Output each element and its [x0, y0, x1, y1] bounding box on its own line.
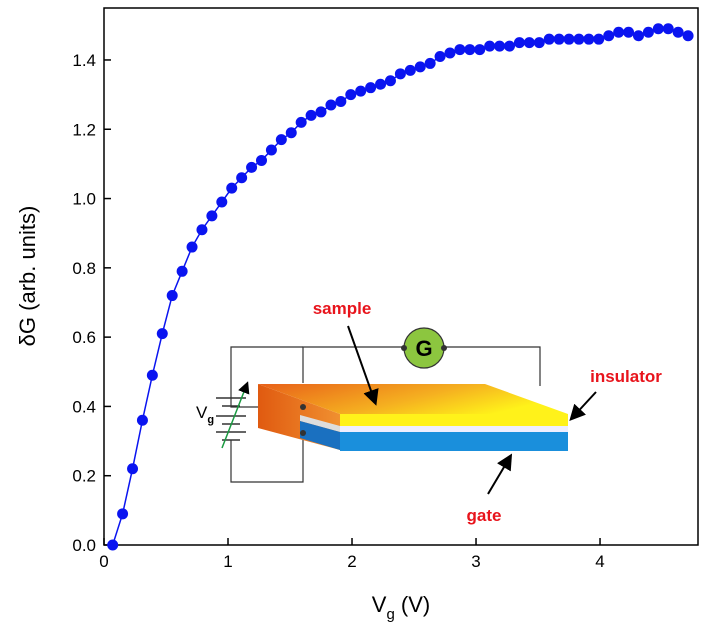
- data-point: [335, 96, 347, 108]
- y-tick-label: 0.6: [72, 328, 96, 347]
- x-tick-label: 3: [471, 552, 480, 571]
- data-point: [623, 26, 635, 38]
- data-point: [325, 99, 337, 111]
- x-tick-label: 2: [347, 552, 356, 571]
- data-point: [563, 33, 575, 45]
- data-point: [196, 224, 208, 236]
- inset-diagram: Vg G sample insulator gate: [196, 299, 662, 525]
- data-point: [523, 37, 535, 49]
- data-point: [583, 33, 595, 45]
- data-point: [642, 26, 654, 38]
- data-point: [474, 44, 486, 56]
- data-point: [613, 26, 625, 38]
- data-point: [355, 85, 367, 97]
- data-point: [384, 75, 396, 87]
- data-point: [394, 68, 406, 80]
- data-point: [136, 414, 148, 426]
- x-label-unit: (V): [395, 592, 430, 617]
- x-tick-label: 1: [223, 552, 232, 571]
- gate-label: gate: [467, 506, 502, 525]
- data-point: [305, 109, 317, 121]
- data-point: [593, 33, 605, 45]
- data-point: [434, 51, 446, 63]
- data-point: [255, 154, 267, 166]
- data-point: [543, 33, 555, 45]
- x-label-sub: g: [386, 606, 394, 623]
- data-point: [603, 30, 615, 42]
- meter-label: G: [415, 336, 432, 361]
- data-point: [226, 182, 238, 194]
- data-point: [404, 64, 416, 76]
- data-point: [206, 210, 218, 222]
- data-point: [315, 106, 327, 118]
- data-point: [513, 37, 525, 49]
- data-point: [504, 40, 516, 52]
- data-point: [166, 290, 178, 302]
- data-point: [553, 33, 565, 45]
- y-tick-label: 0.4: [72, 397, 96, 416]
- data-point: [156, 328, 168, 340]
- data-point: [285, 127, 297, 139]
- y-tick-label: 0.8: [72, 259, 96, 278]
- y-axis-label: δG (arb. units): [15, 206, 40, 347]
- data-point: [117, 508, 129, 520]
- data-point: [454, 44, 466, 56]
- data-point: [444, 47, 456, 59]
- data-point: [146, 369, 158, 381]
- data-point: [216, 196, 228, 208]
- y-tick-label: 1.2: [72, 120, 96, 139]
- data-point: [127, 463, 139, 475]
- data-point: [265, 144, 277, 156]
- x-tick-label: 0: [99, 552, 108, 571]
- data-point: [672, 26, 684, 38]
- data-point: [652, 23, 664, 35]
- data-point: [424, 57, 436, 69]
- x-label-main: V: [372, 592, 387, 617]
- data-point: [662, 23, 674, 35]
- data-point: [573, 33, 585, 45]
- y-tick-label: 0.2: [72, 467, 96, 486]
- data-point: [533, 37, 545, 49]
- plot-frame: [103, 7, 699, 546]
- data-point: [176, 265, 188, 277]
- data-point: [494, 40, 506, 52]
- data-point: [414, 61, 426, 73]
- sample-label: sample: [313, 299, 372, 318]
- source-label: Vg: [196, 403, 214, 426]
- data-point: [632, 30, 644, 42]
- data-point: [682, 30, 694, 42]
- series-line: [111, 28, 689, 546]
- insulator-label: insulator: [590, 367, 662, 386]
- y-tick-label: 1.0: [72, 190, 96, 209]
- source-sub: g: [207, 414, 214, 426]
- data-point: [275, 134, 287, 146]
- data-point: [295, 116, 307, 128]
- x-tick-label: 4: [595, 552, 604, 571]
- data-point: [365, 82, 377, 94]
- data-point: [375, 78, 387, 90]
- data-point: [484, 40, 496, 52]
- data-point: [107, 539, 119, 551]
- source-main: V: [196, 403, 208, 422]
- data-point: [464, 44, 476, 56]
- y-tick-label: 0.0: [72, 536, 96, 555]
- y-tick-label: 1.4: [72, 51, 96, 70]
- data-point: [246, 161, 258, 173]
- data-point: [186, 241, 198, 253]
- x-axis-label: Vg (V): [372, 592, 430, 623]
- data-point: [236, 172, 248, 184]
- data-point: [345, 89, 357, 101]
